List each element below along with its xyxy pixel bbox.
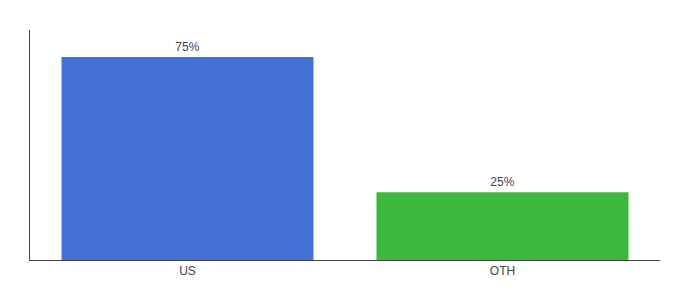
svg-text:OTH: OTH — [490, 264, 515, 278]
svg-text:25%: 25% — [490, 175, 514, 189]
svg-text:US: US — [179, 264, 196, 278]
svg-text:75%: 75% — [175, 40, 199, 54]
